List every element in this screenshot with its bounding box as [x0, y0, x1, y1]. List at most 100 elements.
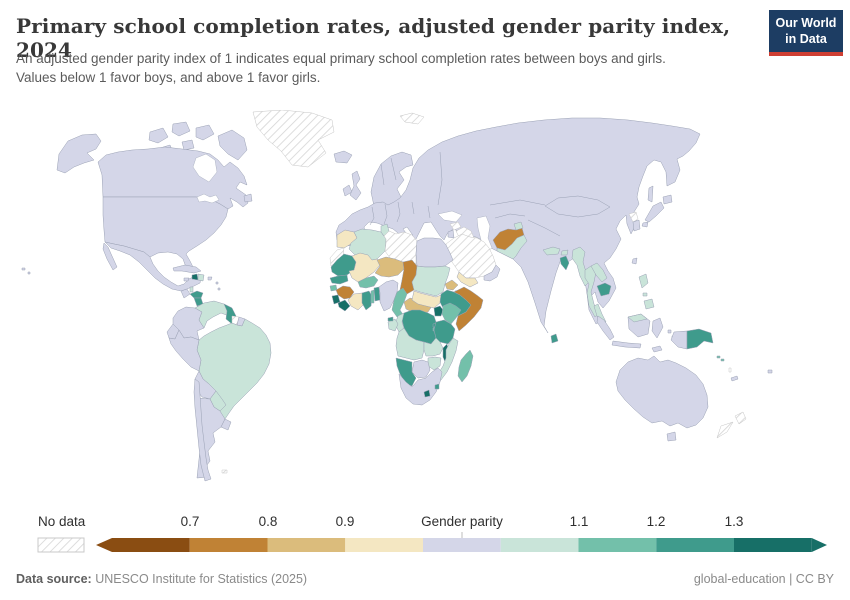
country-alaska-usa[interactable] — [56, 133, 102, 174]
country-tanzania[interactable] — [433, 319, 456, 345]
region-oceania — [596, 273, 773, 442]
legend-tick-1.1: 1.1 — [569, 514, 589, 529]
country-haiti[interactable] — [191, 273, 199, 281]
country-new-zealand[interactable] — [716, 411, 747, 439]
sumatra[interactable] — [596, 315, 615, 341]
country-namibia[interactable] — [395, 357, 417, 387]
country-dominican-republic[interactable] — [197, 273, 205, 282]
country-south-sudan[interactable] — [411, 290, 442, 309]
country-australia[interactable] — [615, 355, 709, 429]
legend-seg-1213 — [656, 538, 734, 552]
country-puerto-rico[interactable] — [207, 276, 213, 281]
country-cambodia[interactable] — [596, 282, 612, 297]
arctic-island-5[interactable] — [181, 139, 195, 151]
country-chile[interactable] — [193, 378, 212, 482]
country-nepal[interactable] — [542, 246, 561, 256]
country-greenland[interactable] — [252, 110, 335, 168]
country-madagascar[interactable] — [457, 349, 474, 383]
legend-color-scale[interactable] — [0, 508, 850, 558]
country-botswana[interactable] — [411, 359, 431, 379]
page-title: Primary school completion rates, adjuste… — [16, 14, 731, 62]
country-laos[interactable] — [590, 262, 608, 283]
country-zimbabwe[interactable] — [427, 356, 442, 371]
country-belize[interactable] — [189, 286, 194, 293]
sakhalin[interactable] — [647, 185, 654, 203]
great-lakes — [196, 193, 220, 204]
new-caledonia[interactable] — [730, 375, 739, 382]
country-angola[interactable] — [395, 327, 425, 361]
country-bangladesh[interactable] — [559, 255, 570, 271]
country-north-korea[interactable] — [628, 211, 639, 223]
country-eswatini[interactable] — [434, 383, 440, 390]
arctic-island-1[interactable] — [148, 127, 169, 144]
baja-california[interactable] — [102, 242, 118, 271]
country-united-kingdom[interactable] — [349, 170, 362, 201]
arctic-island-3[interactable] — [195, 124, 215, 141]
country-guinea[interactable] — [335, 285, 355, 300]
country-cuba[interactable] — [172, 264, 202, 274]
world-choropleth-map[interactable] — [0, 110, 850, 500]
falkland-islands[interactable] — [221, 469, 228, 474]
country-venezuela[interactable] — [194, 300, 233, 329]
country-newfoundland[interactable] — [243, 193, 253, 203]
lesser-antilles[interactable] — [215, 281, 221, 291]
country-mali[interactable] — [348, 252, 381, 283]
license-link[interactable]: global-education | CC BY — [693, 572, 834, 586]
country-svalbard[interactable] — [399, 112, 425, 125]
country-taiwan[interactable] — [631, 257, 638, 265]
owid-logo[interactable]: Our World in Data — [769, 10, 843, 57]
country-niger[interactable] — [374, 256, 405, 278]
country-gabon[interactable] — [387, 318, 399, 332]
country-honduras[interactable] — [189, 290, 204, 299]
country-tajikistan[interactable] — [513, 221, 524, 231]
country-bhutan[interactable] — [560, 249, 569, 256]
country-yemen[interactable] — [456, 271, 479, 288]
country-guatemala[interactable] — [180, 288, 191, 299]
timor[interactable] — [651, 345, 663, 353]
country-japan[interactable] — [641, 194, 673, 228]
west-papua[interactable] — [670, 330, 688, 350]
tasmania[interactable] — [666, 431, 677, 442]
country-pakistan[interactable] — [496, 234, 528, 260]
country-zambia[interactable] — [423, 337, 444, 357]
country-malaysia-borneo[interactable] — [627, 313, 648, 323]
country-philippines[interactable] — [638, 273, 655, 310]
country-peru[interactable] — [168, 329, 202, 372]
country-usa[interactable] — [102, 196, 229, 271]
legend-tick-0.8: 0.8 — [258, 514, 278, 529]
country-senegal[interactable] — [329, 274, 349, 285]
country-jamaica[interactable] — [183, 277, 190, 282]
country-iceland[interactable] — [333, 150, 353, 164]
country-vanuatu[interactable] — [728, 367, 732, 373]
country-south-africa[interactable] — [398, 367, 443, 406]
country-equatorial-guinea[interactable] — [387, 316, 394, 322]
country-sri-lanka[interactable] — [550, 333, 559, 344]
caspian-sea — [476, 215, 493, 253]
country-oman[interactable] — [483, 264, 501, 282]
country-cameroon[interactable] — [391, 287, 408, 318]
region-north-america — [21, 110, 425, 316]
sulawesi[interactable] — [651, 317, 664, 339]
country-solomon-islands[interactable] — [716, 355, 725, 362]
country-fiji[interactable] — [767, 369, 773, 374]
country-togo[interactable] — [370, 289, 375, 304]
hawaii-islands[interactable] — [21, 267, 31, 275]
country-sudan[interactable] — [411, 265, 451, 297]
country-kenya[interactable] — [441, 302, 462, 325]
country-uganda[interactable] — [433, 305, 444, 317]
country-liberia[interactable] — [337, 299, 351, 312]
country-syria[interactable] — [449, 221, 462, 231]
country-somalia[interactable] — [453, 286, 484, 332]
arctic-island-2[interactable] — [171, 121, 191, 137]
arctic-island-baffin[interactable] — [217, 129, 248, 161]
country-ghana[interactable] — [361, 290, 373, 311]
country-south-korea[interactable] — [632, 219, 641, 232]
country-burkina-faso[interactable] — [357, 275, 379, 289]
country-eritrea[interactable] — [444, 279, 459, 291]
country-papua-new-guinea[interactable] — [686, 328, 714, 350]
country-egypt[interactable] — [415, 237, 454, 268]
country-lesotho[interactable] — [423, 389, 431, 398]
country-uruguay[interactable] — [220, 418, 232, 431]
java[interactable] — [611, 340, 642, 349]
subtitle-line-1: An adjusted gender parity index of 1 ind… — [16, 51, 666, 66]
